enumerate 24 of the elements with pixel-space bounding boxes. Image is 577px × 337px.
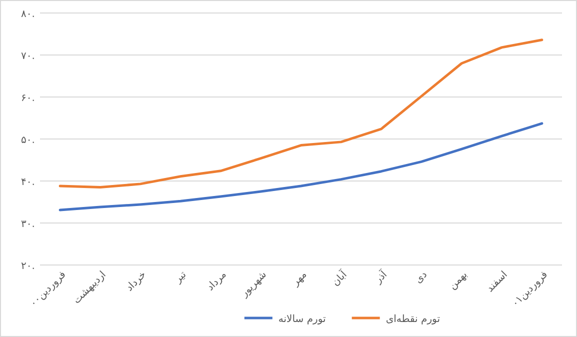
legend-label: تورم سالانه <box>278 314 326 325</box>
y-tick-label: ۵۰. <box>21 135 35 146</box>
x-tick-label: فروردین۰۰ <box>28 269 68 310</box>
y-tick-label: ۷۰. <box>21 51 35 62</box>
x-tick-label: اردیبهشت <box>71 269 108 306</box>
x-tick-label: تیر <box>172 269 189 286</box>
x-tick-label: خرداد <box>124 269 149 294</box>
legend-label: تورم نقطه‌ای <box>386 314 440 325</box>
x-tick-label: مهر <box>290 269 310 289</box>
x-tick-label: آذر <box>371 267 390 286</box>
x-tick-label: مرداد <box>205 269 229 294</box>
x-tick-label: فروردین۰۱ <box>510 269 550 310</box>
y-tick-label: ۶۰. <box>21 93 35 104</box>
x-tick-label: دی <box>413 269 430 286</box>
y-tick-label: ۴۰. <box>21 177 35 188</box>
y-tick-label: ۸۰. <box>21 9 35 20</box>
x-tick-label: بهمن <box>447 269 470 292</box>
y-tick-label: ۳۰. <box>21 219 35 230</box>
x-tick-label: آبان <box>328 267 350 288</box>
line-series <box>58 122 544 212</box>
x-tick-label: شهریور <box>238 269 269 300</box>
x-tick-label: اسفند <box>484 269 510 294</box>
y-tick-label: ۲۰. <box>21 261 35 272</box>
line-series <box>58 38 544 189</box>
